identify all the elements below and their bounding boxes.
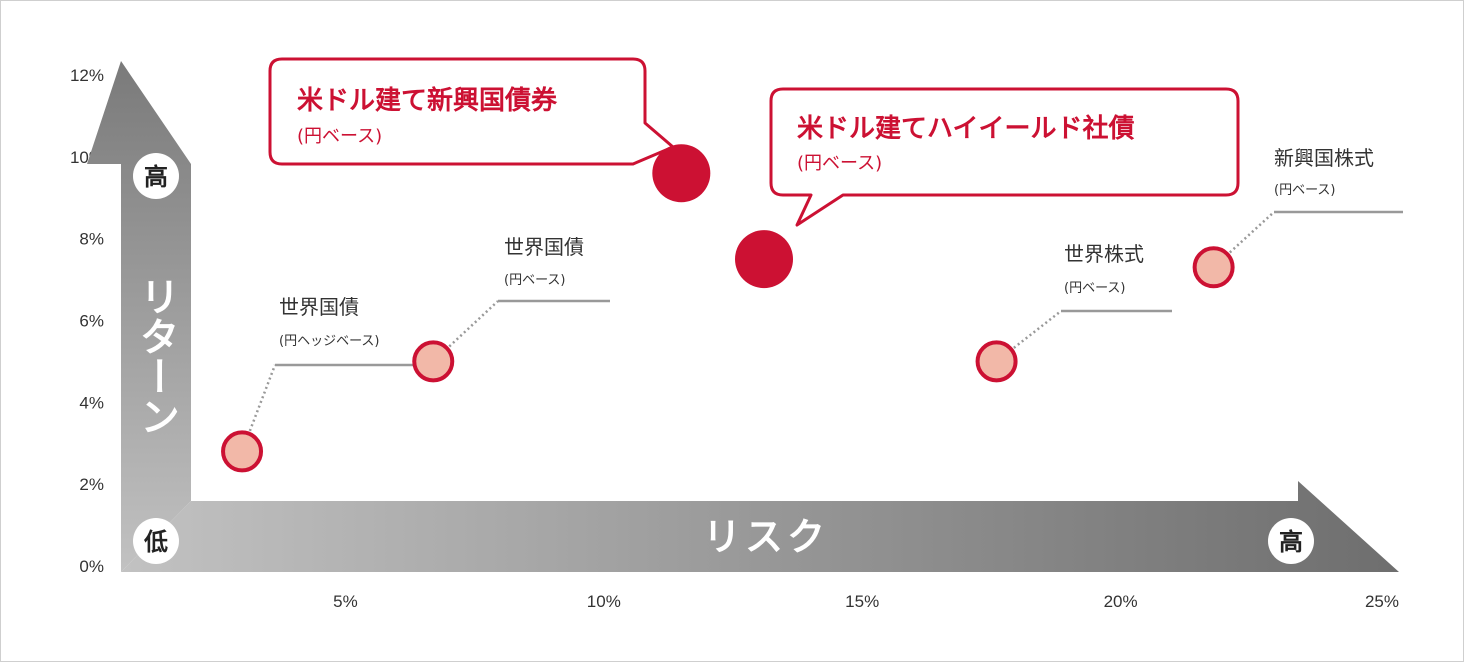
y-tick-label: 2% (79, 475, 104, 494)
high-risk-badge (1268, 518, 1314, 564)
point-label-1: 世界国債 (504, 235, 584, 259)
y-tick-label: 8% (79, 230, 104, 249)
point-sub-4: (円ベース) (1064, 281, 1126, 296)
y-tick-label: 12% (70, 66, 104, 85)
y-tick-label: 0% (79, 557, 104, 576)
callout-emerging-bonds: 米ドル建て新興国債券 (円ベース) (268, 57, 675, 166)
point-highlight (652, 144, 711, 203)
x-tick-label: 20% (1104, 592, 1138, 611)
point-label-0: 世界国債 (279, 295, 359, 319)
point (1192, 246, 1235, 289)
point (221, 430, 264, 473)
point-sub-0: (円ヘッジベース) (279, 334, 380, 349)
high-return-badge (133, 153, 179, 199)
low-badge (133, 518, 179, 564)
point-label-4: 世界株式 (1064, 242, 1144, 266)
callout-emerging-bonds-sub: (円ベース) (297, 126, 382, 147)
y-tick-label: 6% (79, 312, 104, 331)
x-tick-label: 25% (1365, 592, 1399, 611)
leader-dotted (248, 364, 277, 432)
x-tick-label: 5% (333, 592, 358, 611)
data-points (221, 144, 1235, 473)
point-labels: 世界国債 (円ヘッジベース) 世界国債 (円ベース) 世界株式 (円ベース) 新… (279, 146, 1374, 349)
x-tick-label: 10% (587, 592, 621, 611)
x-tick-label: 15% (845, 592, 879, 611)
y-tick-label: 4% (79, 393, 104, 412)
point-sub-5: (円ベース) (1274, 183, 1336, 198)
leader-lines (248, 210, 1403, 432)
callout-high-yield-sub: (円ベース) (797, 153, 882, 174)
x-axis-arrow (121, 481, 1399, 572)
point-label-5: 新興国株式 (1274, 146, 1374, 170)
x-axis-label: リスク (703, 515, 829, 559)
high-risk-label: 高 (1279, 528, 1303, 556)
low-label: 低 (143, 528, 168, 556)
leader-dotted (1013, 310, 1062, 349)
callout-high-yield-title: 米ドル建てハイイールド社債 (797, 113, 1134, 144)
point (975, 340, 1018, 383)
x-tick-labels: 5% 10% 15% 20% 25% (333, 592, 1399, 611)
callout-high-yield: 米ドル建てハイイールド社債 (円ベース) (769, 87, 1240, 227)
leader-dotted (448, 300, 499, 348)
point-sub-1: (円ベース) (504, 273, 566, 288)
callout-emerging-bonds-title: 米ドル建て新興国債券 (297, 85, 558, 116)
y-axis-label: リターン (133, 276, 179, 436)
leader-dotted (1229, 211, 1275, 254)
point-highlight (735, 230, 794, 289)
point (412, 340, 455, 383)
high-return-label: 高 (144, 163, 168, 191)
